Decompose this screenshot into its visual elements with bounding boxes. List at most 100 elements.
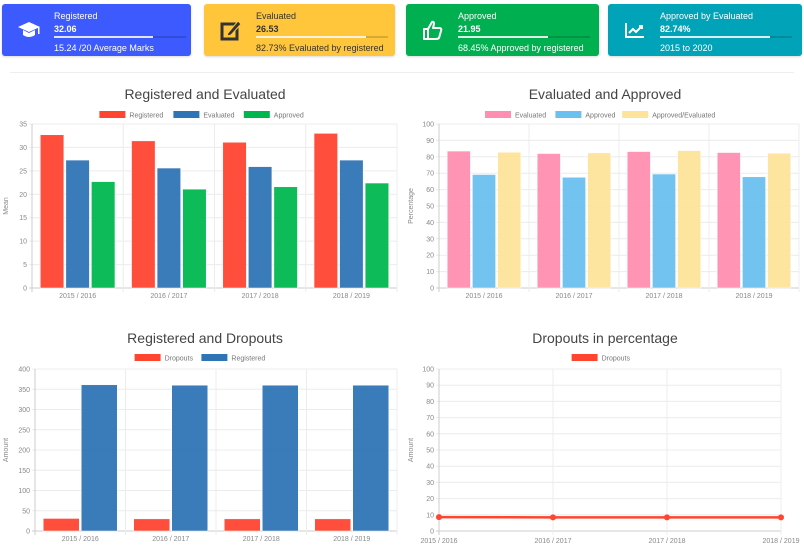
x-tick-label: 2015 / 2016: [466, 293, 503, 300]
card-description: 15.24 /20 Average Marks: [54, 43, 154, 53]
y-axis-label: Percentage: [408, 188, 415, 224]
bar: [562, 177, 586, 289]
card-label: Approved by Evaluated: [660, 11, 754, 21]
bar: [314, 518, 351, 532]
data-point: [778, 514, 784, 521]
y-tick-label: 200: [18, 448, 30, 455]
bar: [352, 384, 390, 532]
chart-2: 0 50 100 150 200 250 300 350 400 2015 / 2016 2016 …: [3, 354, 398, 543]
bar: [446, 150, 471, 289]
legend-label: Approved: [585, 113, 615, 120]
legend-label: Registered: [129, 113, 163, 120]
thumbs-up-icon: [423, 20, 443, 40]
y-tick-label: 100: [18, 488, 30, 495]
x-tick-label: 2018 / 2019: [736, 293, 773, 300]
data-point: [550, 514, 556, 521]
y-tick-label: 50: [22, 508, 30, 515]
card-label: Evaluated: [256, 11, 297, 21]
bar: [626, 151, 651, 289]
card-value: 32.06: [54, 24, 77, 34]
x-tick-label: 2015 / 2016: [421, 538, 458, 545]
card-label: Approved: [458, 11, 497, 21]
card-progress: [458, 36, 590, 38]
x-tick-label: 2017 / 2018: [243, 536, 280, 543]
card-approved: Approved 21.95 68.45% Approved by regist…: [406, 4, 599, 56]
card-label: Registered: [54, 11, 98, 21]
bar: [677, 150, 702, 289]
card-progress: [256, 36, 388, 38]
bar: [497, 151, 522, 289]
bar: [40, 134, 65, 289]
y-tick-label: 50: [426, 448, 434, 455]
bar: [767, 152, 792, 289]
card-value: 82.74%: [660, 24, 691, 34]
bar: [156, 167, 181, 289]
legend-swatch: [201, 354, 228, 361]
y-tick-label: 5: [23, 262, 27, 269]
card-progress-fill: [256, 36, 366, 38]
x-tick-label: 2018 / 2019: [333, 293, 370, 300]
legend-label: Evaluated: [203, 113, 234, 120]
bar: [364, 182, 389, 289]
y-tick-label: 150: [18, 468, 30, 475]
legend-swatch: [485, 111, 511, 118]
legend-swatch: [622, 111, 649, 118]
x-tick-label: 2015 / 2016: [59, 293, 96, 300]
y-tick-label: 60: [426, 187, 434, 194]
y-axis-label: Mean: [3, 197, 10, 215]
y-tick-label: 35: [19, 122, 27, 129]
y-tick-label: 70: [426, 415, 434, 422]
chart-title-registered-dropouts: Registered and Dropouts: [127, 330, 283, 346]
legend-swatch: [173, 111, 200, 118]
y-tick-label: 20: [426, 496, 434, 503]
legend-label: Evaluated: [515, 113, 546, 120]
y-tick-label: 250: [18, 427, 30, 434]
y-tick-label: 80: [426, 399, 434, 406]
data-point: [436, 514, 442, 521]
data-point: [664, 514, 670, 521]
y-tick-label: 20: [19, 192, 27, 199]
bar: [262, 384, 299, 532]
y-tick-label: 10: [426, 269, 434, 276]
y-tick-label: 60: [426, 431, 434, 438]
x-tick-label: 2017 / 2018: [646, 293, 683, 300]
y-tick-label: 90: [426, 383, 434, 390]
chart-title-registered-evaluated: Registered and Evaluated: [124, 86, 286, 102]
x-tick-label: 2016 / 2017: [152, 536, 189, 543]
bar: [536, 153, 561, 289]
bar: [716, 152, 741, 289]
y-tick-label: 40: [426, 464, 434, 471]
bar: [223, 518, 261, 532]
card-evaluated: Evaluated 26.53 82.73% Evaluated by regi…: [204, 4, 395, 56]
x-tick-label: 2016 / 2017: [535, 538, 572, 545]
y-tick-label: 40: [426, 220, 434, 227]
card-value: 21.95: [458, 24, 481, 34]
y-tick-label: 50: [426, 204, 434, 211]
y-tick-label: 10: [19, 239, 27, 246]
chart-3: 0 10 20 30 40 50 60 70 80 90 100 2015 / 2016 2016 / …: [408, 354, 800, 545]
bar: [472, 174, 496, 289]
legend-swatch: [134, 354, 161, 361]
x-tick-label: 2018 / 2019: [763, 538, 800, 545]
chart-line-icon: [625, 23, 644, 38]
y-tick-label: 20: [426, 253, 434, 260]
y-tick-label: 90: [426, 138, 434, 145]
card-description: 82.73% Evaluated by registered: [256, 43, 384, 53]
legend-label: Registered: [231, 356, 265, 363]
y-tick-label: 0: [430, 286, 434, 293]
bar: [742, 176, 766, 289]
card-description: 68.45% Approved by registered: [458, 43, 584, 53]
y-tick-label: 70: [426, 171, 434, 178]
card-progress: [54, 36, 186, 38]
bar: [133, 518, 171, 532]
x-tick-label: 2017 / 2018: [649, 538, 686, 545]
edit-icon: [220, 20, 242, 41]
legend-label: Approved/Evaluated: [652, 113, 715, 120]
card-progress-fill: [54, 36, 153, 38]
y-tick-label: 0: [430, 529, 434, 536]
card-approved-by-evaluated: Approved by Evaluated 82.74% 2015 to 202…: [608, 4, 802, 56]
bar: [131, 140, 156, 289]
legend-swatch: [243, 111, 270, 118]
bar: [339, 159, 364, 289]
